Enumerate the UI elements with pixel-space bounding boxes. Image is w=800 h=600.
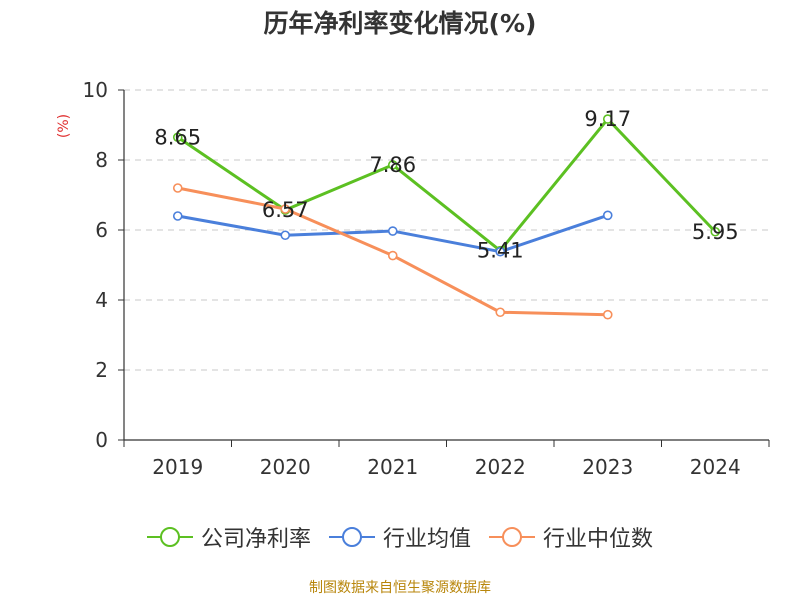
legend-swatch-company bbox=[146, 526, 193, 548]
data-point-1-2022[interactable] bbox=[495, 246, 506, 257]
x-tick-label-2022: 2022 bbox=[475, 455, 526, 479]
data-point-1-2023[interactable] bbox=[602, 210, 613, 221]
data-label-0-2022: 5.41 bbox=[477, 239, 524, 263]
y-tick-label-8: 8 bbox=[95, 148, 108, 172]
y-tick-label-10: 10 bbox=[83, 78, 108, 102]
series-line-0 bbox=[176, 117, 717, 253]
chart-title: 历年净利率变化情况(%) bbox=[263, 9, 537, 38]
data-label-0-2024: 5.95 bbox=[692, 220, 739, 244]
x-tick-label-2019: 2019 bbox=[152, 455, 203, 479]
data-label-0-2019: 8.65 bbox=[154, 125, 201, 149]
x-tick-label-2020: 2020 bbox=[260, 455, 311, 479]
legend-label-company: 公司净利率 bbox=[200, 527, 311, 552]
data-point-2-2019[interactable] bbox=[172, 183, 183, 193]
data-point-0-2021[interactable] bbox=[387, 160, 398, 170]
legend-item-company[interactable]: 公司净利率 bbox=[146, 521, 311, 553]
y-tick-label-2: 2 bbox=[95, 358, 108, 382]
data-point-0-2024[interactable] bbox=[710, 226, 721, 237]
x-tick-label-2021: 2021 bbox=[367, 455, 418, 479]
data-label-0-2021: 7.86 bbox=[369, 153, 416, 177]
legend-label-industry-median: 行业中位数 bbox=[543, 527, 654, 552]
legend-label-industry-mean: 行业均值 bbox=[382, 527, 471, 552]
legend-item-industry-median[interactable]: 行业中位数 bbox=[489, 521, 653, 553]
y-axis-label: (%) bbox=[56, 114, 72, 138]
data-point-1-2019[interactable] bbox=[172, 211, 183, 221]
data-point-2-2023[interactable] bbox=[602, 309, 613, 320]
y-tick-label-0: 0 bbox=[95, 428, 108, 452]
legend-swatch-industry-median bbox=[489, 526, 535, 548]
data-point-1-2021[interactable] bbox=[387, 226, 398, 236]
data-label-0-2020: 6.57 bbox=[262, 198, 309, 222]
data-point-0-2019[interactable] bbox=[172, 132, 183, 143]
data-source-note: 制图数据来自恒生聚源数据库 bbox=[309, 580, 491, 596]
data-point-2-2022[interactable] bbox=[495, 307, 506, 318]
chart-legend: 公司净利率 行业均值 行业中位数 bbox=[0, 520, 800, 554]
data-point-1-2020[interactable] bbox=[280, 230, 291, 241]
data-label-0-2023: 9.17 bbox=[584, 107, 631, 131]
y-tick-label-6: 6 bbox=[95, 218, 108, 242]
data-point-2-2020[interactable] bbox=[280, 204, 291, 214]
data-point-0-2023[interactable] bbox=[602, 114, 613, 124]
x-tick-label-2023: 2023 bbox=[582, 455, 633, 479]
x-tick-label-2024: 2024 bbox=[690, 455, 741, 479]
legend-item-industry-mean[interactable]: 行业均值 bbox=[328, 521, 471, 553]
legend-swatch-industry-mean bbox=[328, 526, 375, 548]
y-tick-label-4: 4 bbox=[95, 288, 108, 312]
data-point-2-2021[interactable] bbox=[387, 250, 398, 261]
